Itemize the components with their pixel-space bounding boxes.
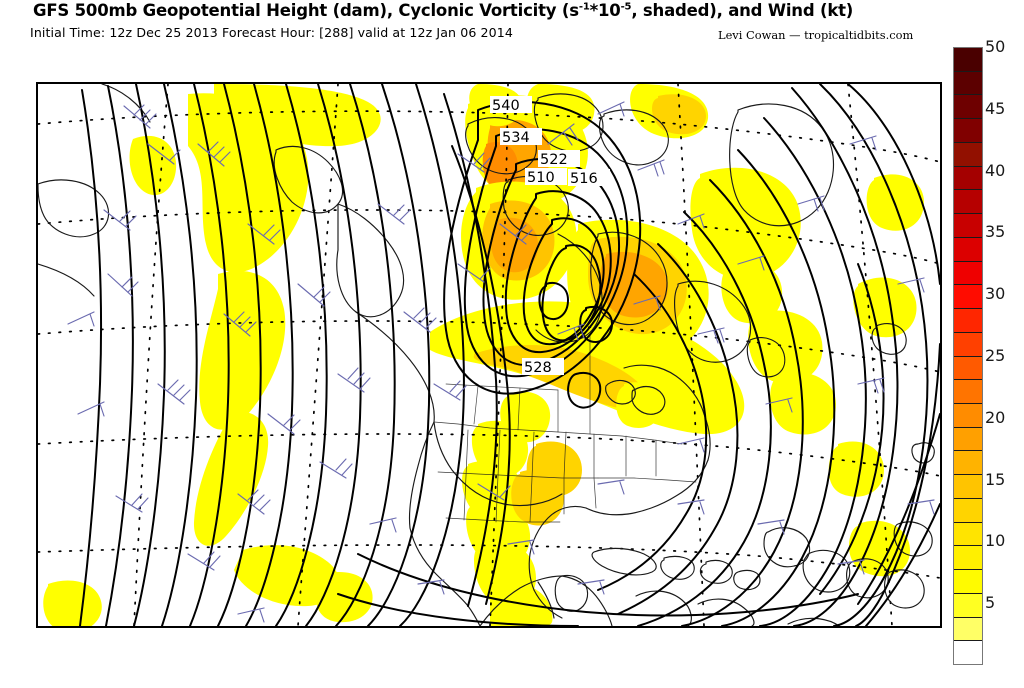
colorbar-cell	[954, 570, 982, 594]
colorbar-cell	[954, 498, 982, 523]
colorbar-cell	[954, 95, 982, 120]
colorbar-tick-label: 45	[985, 98, 1006, 118]
coastline-layer	[38, 84, 935, 626]
colorbar-cell	[954, 427, 982, 452]
contour-label: 528	[522, 358, 564, 376]
contour-label-text: 534	[502, 130, 530, 146]
title-tail: , shaded), and Wind (kt)	[631, 1, 854, 20]
colorbar-tick-label: 40	[985, 160, 1006, 180]
colorbar-cell	[954, 71, 982, 96]
contour-label: 534	[500, 128, 542, 146]
contour-label-text: 540	[492, 98, 520, 114]
attribution-text: Levi Cowan — tropicaltidbits.com	[718, 28, 914, 42]
forecast-subtitle: Initial Time: 12z Dec 25 2013 Forecast H…	[30, 25, 513, 40]
contour-label-text: 528	[524, 360, 552, 376]
contour-label: 540	[490, 96, 532, 114]
colorbar-tick-label: 35	[985, 222, 1006, 242]
title-superscript-1: -1	[578, 1, 590, 13]
colorbar-cell	[954, 261, 982, 286]
colorbar-cell	[954, 237, 982, 262]
contour-label-text: 516	[570, 171, 598, 187]
title-mid: *10	[589, 1, 621, 20]
contour-label: 510	[525, 168, 567, 186]
title-superscript-2: -5	[620, 1, 632, 13]
wind-barb-layer	[67, 101, 935, 623]
colorbar-tick-label: 5	[985, 593, 996, 613]
colorbar-tick-label: 25	[985, 346, 1006, 365]
colorbar-tick-label: 20	[985, 407, 1006, 427]
colorbar-tick-label: 15	[985, 469, 1006, 489]
colorbar-cell	[954, 546, 982, 571]
contour-label-text: 522	[540, 152, 568, 168]
header: GFS 500mb Geopotential Height (dam), Cyc…	[0, 0, 1024, 46]
colorbar-cell	[954, 451, 982, 476]
contour-label-layer: 540 534 522 510 516	[490, 96, 610, 376]
colorbar-cell	[954, 309, 982, 333]
colorbar-cell	[954, 142, 982, 167]
weather-map[interactable]: 540 534 522 510 516	[38, 84, 940, 626]
map-panel[interactable]: 540 534 522 510 516	[36, 82, 942, 628]
colorbar-cell	[954, 641, 982, 665]
page-title: GFS 500mb Geopotential Height (dam), Cyc…	[33, 1, 853, 20]
colorbar-tick-label: 30	[985, 284, 1006, 304]
colorbar-cell	[954, 380, 982, 405]
colorbar-cell	[954, 522, 982, 547]
colorbar-cell	[954, 617, 982, 642]
colorbar-tick-label: 10	[985, 531, 1006, 551]
colorbar-tick-label: 50	[985, 37, 1006, 56]
colorbar-cell	[954, 593, 982, 618]
colorbar-cell	[954, 119, 982, 143]
colorbar-cell	[954, 48, 982, 72]
colorbar-cell	[954, 214, 982, 238]
colorbar-cell	[954, 356, 982, 381]
contour-label-text: 510	[527, 170, 555, 186]
contour-label: 516	[568, 169, 610, 187]
colorbar-cell	[954, 166, 982, 191]
contour-label: 522	[538, 150, 580, 168]
title-main: GFS 500mb Geopotential Height (dam), Cyc…	[33, 1, 579, 20]
colorbar-cell	[954, 404, 982, 428]
colorbar-cell	[954, 190, 982, 215]
latlon-gridlines	[38, 84, 940, 626]
colorbar-tick-labels: 50 45 40 35 30 25 20 15 10 5	[985, 39, 1024, 665]
height-contour-layer	[79, 84, 940, 626]
colorbar-cell	[954, 475, 982, 499]
vorticity-colorbar	[953, 47, 983, 665]
colorbar-cell	[954, 332, 982, 357]
colorbar-cell	[954, 285, 982, 310]
